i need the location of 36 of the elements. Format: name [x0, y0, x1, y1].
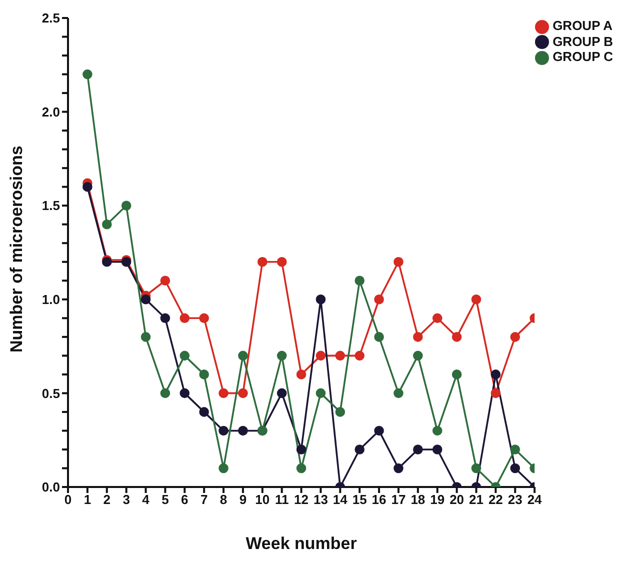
x-tick-label: 14 — [332, 492, 348, 508]
x-tick-label: 17 — [391, 492, 406, 508]
x-tick-label: 12 — [294, 492, 309, 508]
x-tick-label: 15 — [352, 492, 367, 508]
x-tick-label: 13 — [313, 492, 328, 508]
x-tick-label: 8 — [220, 492, 228, 508]
x-tick-label: 10 — [255, 492, 270, 508]
x-tick-label: 5 — [162, 492, 169, 508]
x-tick-label: 20 — [450, 492, 464, 508]
x-tick-label: 0 — [64, 492, 72, 508]
legend-label: GROUP C — [552, 49, 613, 64]
legend-label: GROUP B — [552, 34, 613, 49]
y-tick-label: 0.0 — [42, 480, 60, 495]
x-tick-label: 23 — [508, 492, 522, 508]
x-tick-label: 3 — [122, 492, 130, 508]
x-tick-label: 2 — [103, 492, 110, 508]
x-tick-label: 16 — [372, 492, 386, 508]
x-tick-label: 7 — [200, 492, 208, 508]
x-tick-label: 18 — [410, 492, 426, 508]
x-tick-label: 22 — [488, 492, 503, 508]
y-tick-label: 2.0 — [42, 104, 60, 120]
y-axis-title: Number of microerosions — [7, 146, 26, 352]
y-tick-label: 1.5 — [42, 198, 60, 214]
x-tick-label: 4 — [142, 492, 150, 508]
y-tick-label: 0.5 — [42, 386, 60, 401]
x-tick-label: 1 — [84, 492, 92, 508]
x-axis-title: Week number — [246, 534, 358, 553]
legend-label: GROUP A — [552, 18, 613, 33]
x-tick-label: 9 — [239, 492, 247, 508]
y-tick-label: 1.0 — [42, 292, 60, 308]
x-tick-label: 24 — [527, 492, 543, 508]
x-tick-label: 19 — [430, 492, 445, 508]
x-tick-label: 6 — [181, 492, 188, 508]
x-tick-label: 11 — [274, 492, 289, 508]
x-tick-label: 21 — [469, 492, 484, 508]
y-tick-label: 2.5 — [42, 10, 60, 26]
